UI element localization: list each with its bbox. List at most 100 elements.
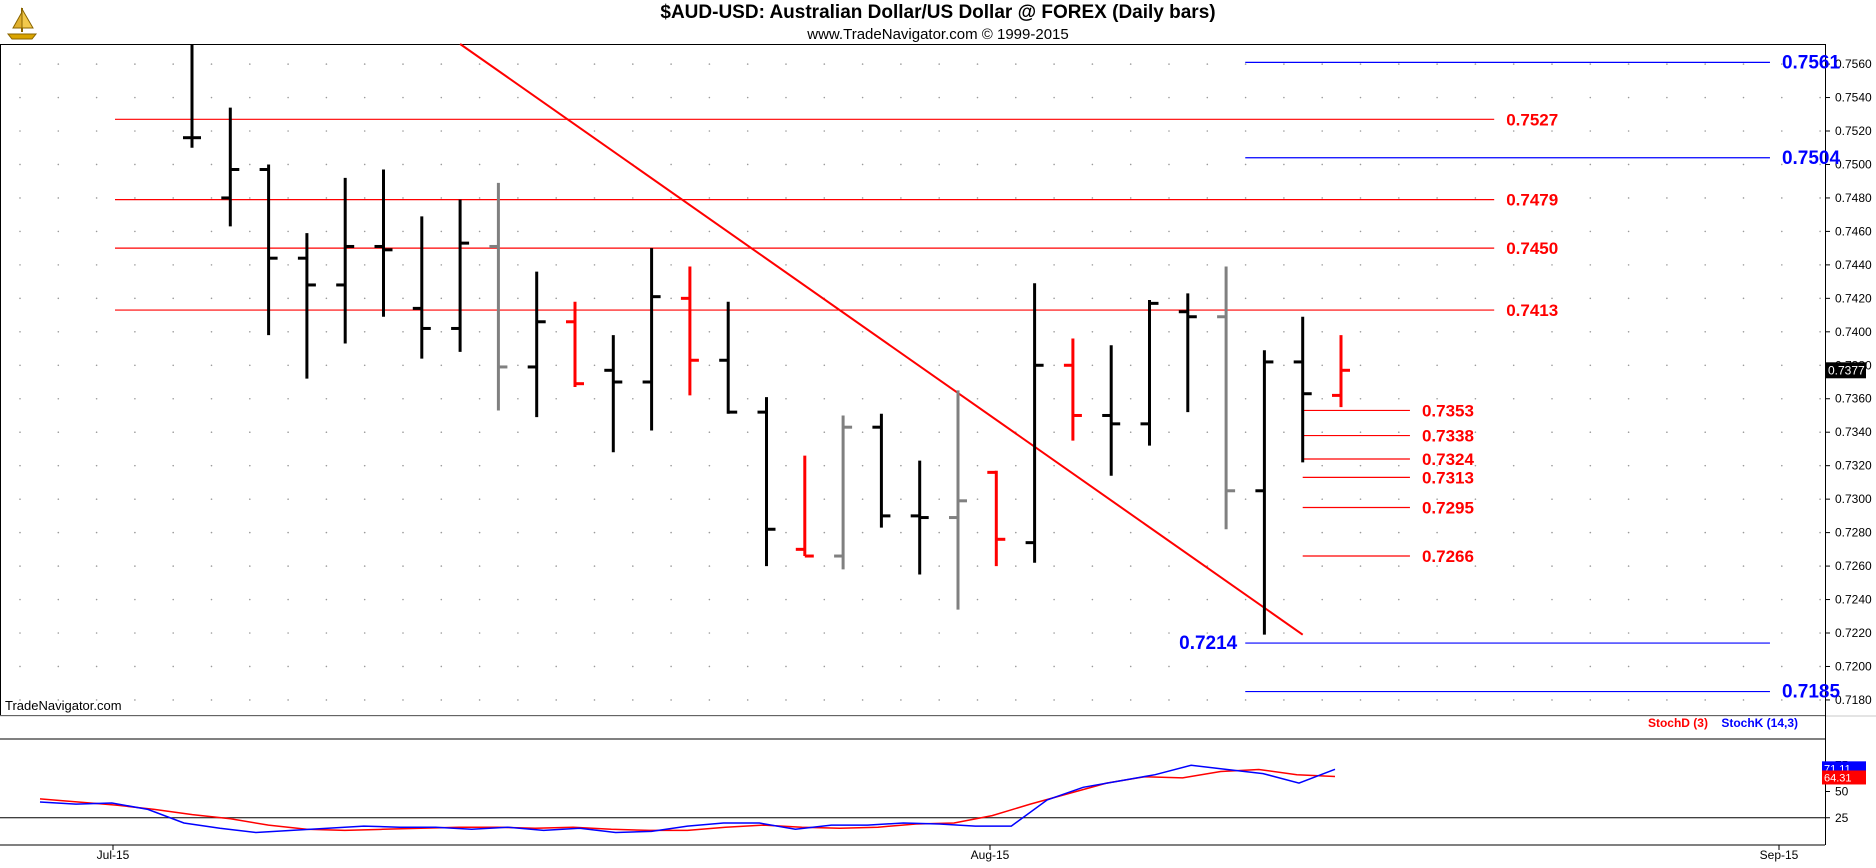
ohlc-bar [1293,316,1312,463]
grid-dot [172,130,174,132]
grid-dot [478,431,481,434]
grid-dot [1436,531,1438,534]
grid-dot [1589,397,1592,400]
grid-dot [1091,699,1094,701]
grid-dot [1589,364,1592,367]
grid-dot [1091,264,1094,266]
grid-dot [593,130,596,132]
grid-dot [1512,264,1515,266]
grid-dot [287,431,289,434]
grid-dot [287,565,289,567]
stoch-k-legend: StochK (14,3) [1721,716,1798,730]
grid-dot [1283,498,1285,500]
grid-dot [746,297,749,300]
grid-dot [210,531,213,534]
grid-dot [1168,331,1170,333]
grid-dot [1666,297,1668,300]
grid-dot [325,130,328,132]
grid-dot [1129,565,1132,567]
grid-dot [440,230,443,233]
grid-dot [1551,331,1553,333]
grid-dot [1129,364,1132,367]
grid-dot [363,297,366,300]
grid-dot [1704,197,1706,199]
grid-dot [1206,331,1209,333]
grid-dot [1704,364,1706,367]
grid-dot [1666,699,1668,701]
grid-dot [172,230,174,233]
grid-dot [1474,397,1477,400]
grid-dot [555,699,557,701]
grid-dot [249,364,251,367]
grid-dot [172,96,174,99]
grid-dot [440,297,443,300]
grid-dot [1436,598,1438,601]
stoch-d-tag-label: 64.31 [1824,772,1852,784]
grid-dot [134,130,136,132]
grid-dot [1283,565,1285,567]
grid-dot [555,197,557,199]
grid-dot [1015,565,1017,567]
last-price-tag [1826,362,1866,379]
grid-dot [172,464,174,467]
grid-dot [1359,699,1362,701]
grid-dot [823,699,826,701]
grid-dots [19,63,1821,701]
grid-dot [1781,431,1783,434]
grid-dot [478,96,481,99]
grid-dot [1053,431,1055,434]
grid-dot [57,498,60,500]
grid-dot [861,230,864,233]
grid-dot [708,63,711,65]
price-tick-label: 0.7420 [1835,291,1872,305]
grid-dot [1551,665,1553,668]
grid-dot [1512,699,1515,701]
grid-dot [325,531,328,534]
grid-dot [1474,63,1477,65]
grid-dot [1129,96,1132,99]
grid-dot [1206,297,1209,300]
grid-dot [1666,197,1668,199]
grid-dot [95,565,98,567]
grid-dot [517,699,519,701]
grid-dot [57,130,60,132]
price-axis: 0.7560 0.7540 0.7520 0.7500 0.7480 0.7460 0.74… [1825,57,1872,707]
grid-dot [1589,63,1592,65]
grid-dot [1283,163,1285,166]
grid-dot [1244,565,1247,567]
grid-dot [19,96,21,99]
grid-dot [172,431,174,434]
grid-dot [746,665,749,668]
grid-dot [593,197,596,199]
grid-dot [1244,230,1247,233]
grid-dot [1283,397,1285,400]
grid-dot [670,699,672,701]
grid-dot [632,331,634,333]
grid-dot [593,297,596,300]
grid-dot [632,565,634,567]
grid-dot [976,331,979,333]
date-label: Aug-15 [971,848,1010,862]
grid-dot [1512,632,1515,634]
grid-dot [1206,130,1209,132]
grid-dot [670,197,672,199]
grid-dot [670,331,672,333]
grid-dot [746,598,749,601]
grid-dot [325,565,328,567]
grid-dot [1398,230,1400,233]
grid-dot [325,665,328,668]
grid-dot [632,665,634,668]
grid-dot [1283,699,1285,701]
grid-dot [1742,197,1745,199]
grid-dot [1589,498,1592,500]
grid-dot [249,130,251,132]
grid-dot [134,665,136,668]
grid-dot [861,598,864,601]
grid-dot [1627,130,1630,132]
grid-dot [134,598,136,601]
grid-dot [1474,565,1477,567]
grid-dot [402,163,404,166]
grid-dot [440,565,443,567]
grid-dot [670,498,672,500]
grid-dot [1359,598,1362,601]
